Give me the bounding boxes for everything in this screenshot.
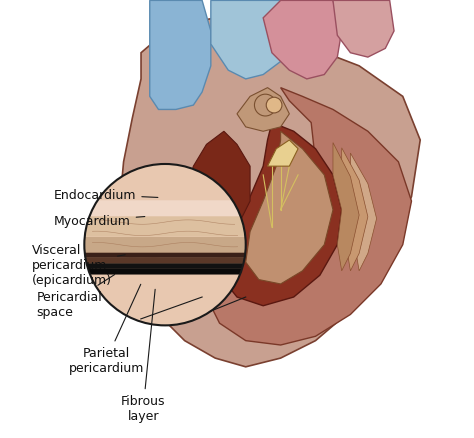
Text: Fibrous
layer: Fibrous layer: [121, 290, 165, 422]
Polygon shape: [88, 269, 242, 275]
Text: Endocardium: Endocardium: [54, 189, 158, 201]
Polygon shape: [333, 143, 359, 271]
Polygon shape: [85, 217, 246, 237]
Text: Pericardial
space: Pericardial space: [36, 275, 115, 318]
Polygon shape: [267, 141, 298, 167]
Text: Myocardium: Myocardium: [54, 215, 145, 228]
Polygon shape: [350, 154, 376, 271]
Text: Visceral
pericardium
(epicardium): Visceral pericardium (epicardium): [32, 243, 125, 286]
Polygon shape: [90, 201, 241, 217]
Circle shape: [266, 98, 282, 114]
Circle shape: [84, 165, 246, 325]
Polygon shape: [237, 88, 289, 132]
Polygon shape: [150, 1, 211, 110]
Polygon shape: [263, 1, 342, 80]
Polygon shape: [85, 253, 246, 258]
Polygon shape: [219, 123, 342, 306]
Polygon shape: [119, 19, 420, 367]
Polygon shape: [211, 1, 289, 80]
Text: Parietal
pericardium: Parietal pericardium: [68, 285, 144, 374]
Polygon shape: [85, 253, 246, 269]
Polygon shape: [246, 132, 333, 284]
Polygon shape: [185, 132, 250, 245]
Polygon shape: [86, 264, 244, 269]
Polygon shape: [85, 237, 246, 253]
Polygon shape: [85, 258, 245, 264]
Polygon shape: [207, 88, 411, 345]
Circle shape: [255, 95, 276, 117]
Polygon shape: [333, 1, 394, 58]
Polygon shape: [342, 148, 368, 271]
